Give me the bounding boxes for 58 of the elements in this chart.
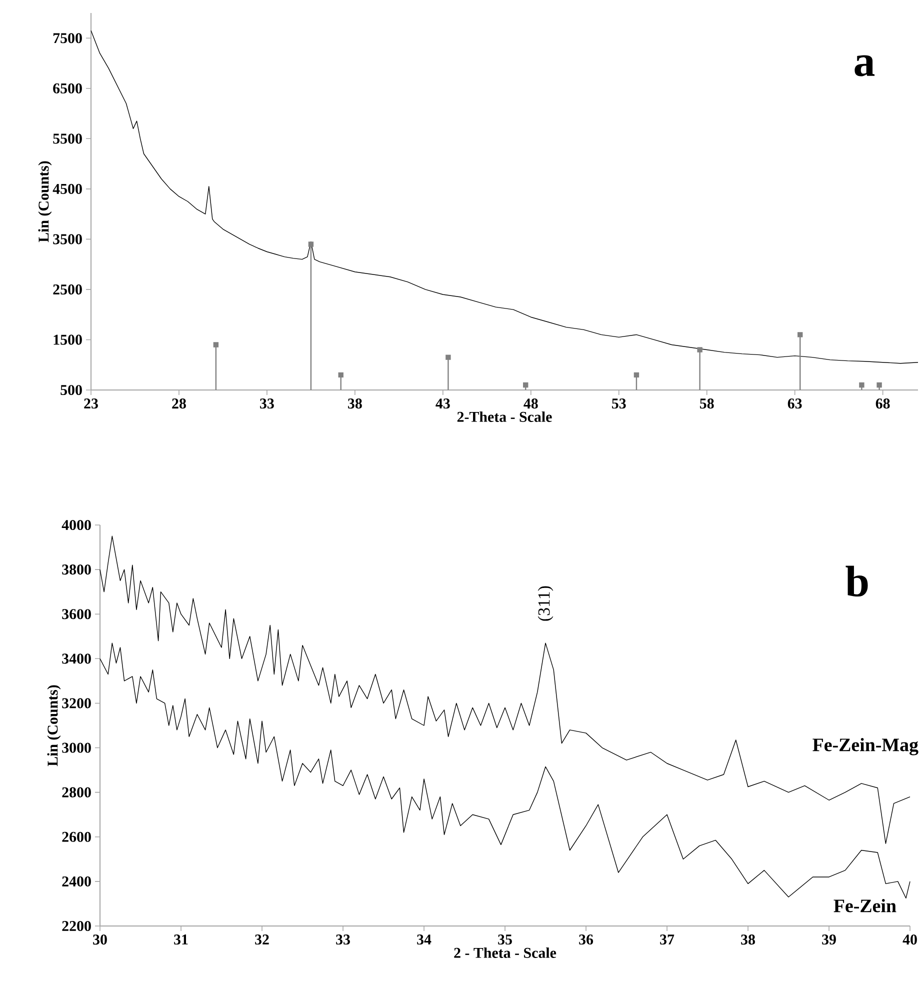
point bbox=[446, 354, 451, 360]
y-tick-label: 3500 bbox=[53, 234, 82, 244]
y-tick-label: 3600 bbox=[62, 609, 92, 620]
point bbox=[523, 382, 528, 388]
x-tick-label: 37 bbox=[660, 934, 674, 945]
point bbox=[859, 382, 864, 388]
y-tick-label: 3200 bbox=[62, 698, 92, 708]
x-tick-label: 58 bbox=[700, 398, 714, 409]
y-tick-label: 4000 bbox=[62, 520, 92, 530]
point bbox=[634, 372, 640, 378]
x-tick-label: 40 bbox=[902, 934, 918, 945]
y-tick-label: 1500 bbox=[54, 334, 82, 345]
y-tick-label: 3000 bbox=[62, 742, 92, 753]
y-tick-label: 3800 bbox=[62, 564, 92, 575]
x-tick-label: 31 bbox=[174, 934, 188, 945]
point bbox=[798, 332, 803, 338]
y-axis-title: Lin (Counts) bbox=[38, 161, 52, 242]
x-tick-label: 36 bbox=[579, 934, 594, 945]
point bbox=[213, 342, 219, 348]
x-tick-label: 53 bbox=[612, 398, 626, 409]
x-tick-label: 39 bbox=[822, 934, 836, 945]
x-tick-label: 35 bbox=[498, 934, 512, 945]
point bbox=[308, 242, 314, 247]
series-label: Fe-Zein-Mag bbox=[812, 738, 918, 756]
y-tick-label: 500 bbox=[60, 384, 82, 396]
point bbox=[876, 382, 882, 388]
y-tick-label: 4500 bbox=[52, 184, 82, 194]
point bbox=[697, 347, 703, 352]
y-axis-title: Lin (Counts) bbox=[47, 685, 61, 766]
y-tick-label: 2500 bbox=[53, 284, 82, 294]
x-axis-title: 2-Theta - Scale bbox=[457, 411, 552, 422]
x-tick-label: 63 bbox=[788, 398, 802, 409]
x-tick-label: 33 bbox=[336, 934, 350, 945]
y-tick-label: 2800 bbox=[62, 787, 92, 798]
y-tick-label: 7500 bbox=[54, 33, 82, 44]
x-tick-label: 38 bbox=[741, 934, 756, 945]
series-label: Fe-Zein bbox=[834, 898, 896, 912]
y-tick-label: 3400 bbox=[62, 654, 92, 664]
x-tick-label: 68 bbox=[876, 398, 890, 409]
x-axis-title: 2 - Theta - Scale bbox=[454, 947, 556, 958]
x-tick-label: 34 bbox=[417, 934, 432, 945]
x-tick-label: 48 bbox=[524, 398, 538, 409]
x-tick-label: 38 bbox=[348, 398, 362, 409]
x-tick-label: 32 bbox=[255, 934, 269, 945]
y-tick-label: 6500 bbox=[53, 83, 82, 94]
x-tick-label: 28 bbox=[172, 398, 186, 409]
y-tick-label: 5500 bbox=[53, 134, 82, 144]
y-tick-label: 2200 bbox=[62, 920, 92, 932]
point bbox=[338, 372, 344, 378]
text: a bbox=[854, 55, 875, 76]
x-tick-label: 43 bbox=[436, 398, 450, 409]
text: b bbox=[846, 566, 868, 597]
y-tick-label: 2400 bbox=[62, 876, 92, 886]
annotation: (311) bbox=[538, 586, 554, 621]
x-tick-label: 30 bbox=[93, 934, 107, 945]
y-tick-label: 2600 bbox=[62, 832, 92, 842]
x-tick-label: 23 bbox=[84, 398, 98, 409]
x-tick-label: 33 bbox=[260, 398, 274, 409]
